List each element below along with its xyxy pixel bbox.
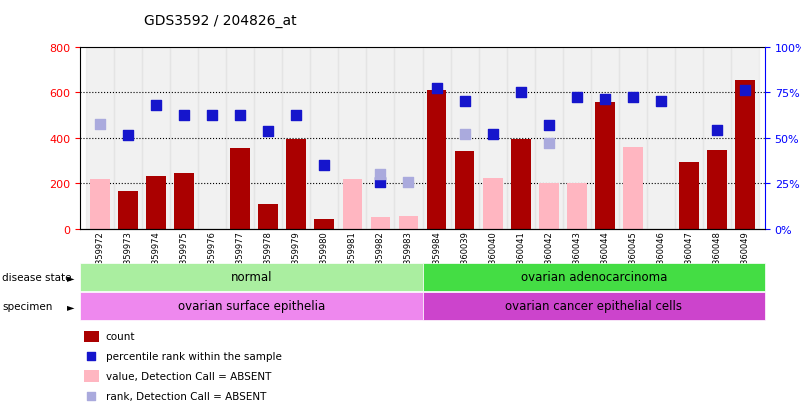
Bar xyxy=(535,47,563,229)
Point xyxy=(710,127,723,134)
Point xyxy=(598,97,611,103)
Bar xyxy=(735,81,755,229)
Point xyxy=(514,90,527,96)
Point xyxy=(570,94,583,101)
Text: rank, Detection Call = ABSENT: rank, Detection Call = ABSENT xyxy=(106,391,266,401)
Bar xyxy=(146,177,166,229)
Point xyxy=(542,141,555,147)
Text: ovarian surface epithelia: ovarian surface epithelia xyxy=(178,299,325,313)
Point xyxy=(234,112,247,119)
Bar xyxy=(282,47,310,229)
Bar xyxy=(483,178,502,229)
Bar xyxy=(343,179,362,229)
Bar xyxy=(539,184,558,229)
Point xyxy=(85,393,98,399)
Bar xyxy=(591,47,619,229)
Point xyxy=(402,179,415,186)
Bar xyxy=(114,47,142,229)
Bar xyxy=(226,47,254,229)
Bar xyxy=(142,47,170,229)
Bar xyxy=(511,140,530,229)
Bar xyxy=(371,218,390,229)
Bar xyxy=(423,292,765,320)
Bar xyxy=(259,204,278,229)
Bar xyxy=(451,47,479,229)
Point xyxy=(290,112,303,119)
Bar xyxy=(366,47,394,229)
Bar xyxy=(399,217,418,229)
Text: value, Detection Call = ABSENT: value, Detection Call = ABSENT xyxy=(106,371,271,381)
Bar xyxy=(563,47,591,229)
Bar xyxy=(118,192,138,229)
Bar xyxy=(423,263,765,291)
Point xyxy=(374,179,387,186)
Text: ►: ► xyxy=(66,272,74,282)
Text: percentile rank within the sample: percentile rank within the sample xyxy=(106,351,282,361)
Bar xyxy=(174,173,194,229)
Point xyxy=(654,99,667,105)
Bar xyxy=(455,152,474,229)
Bar xyxy=(679,162,699,229)
Text: count: count xyxy=(106,332,135,342)
Text: disease state: disease state xyxy=(2,272,72,282)
Bar xyxy=(567,184,586,229)
Point xyxy=(178,112,191,119)
Bar xyxy=(595,103,615,229)
Bar xyxy=(90,179,110,229)
Bar xyxy=(198,47,226,229)
Text: ►: ► xyxy=(66,301,74,311)
Point xyxy=(458,99,471,105)
Text: ovarian adenocarcinoma: ovarian adenocarcinoma xyxy=(521,271,667,284)
Bar xyxy=(310,47,338,229)
Point xyxy=(486,132,499,138)
Text: normal: normal xyxy=(231,271,272,284)
Bar xyxy=(394,47,423,229)
Bar xyxy=(707,151,727,229)
Bar xyxy=(338,47,366,229)
Bar xyxy=(170,47,198,229)
Point xyxy=(262,128,275,135)
Bar xyxy=(315,219,334,229)
Point xyxy=(318,162,331,169)
Bar xyxy=(86,47,114,229)
Bar xyxy=(287,140,306,229)
Bar xyxy=(80,292,423,320)
Point xyxy=(430,85,443,92)
Bar xyxy=(675,47,703,229)
Bar xyxy=(731,47,759,229)
Point xyxy=(85,353,98,360)
Point xyxy=(739,88,751,95)
Bar xyxy=(423,47,451,229)
Bar xyxy=(230,149,250,229)
Bar xyxy=(507,47,535,229)
Point xyxy=(374,171,387,178)
Point xyxy=(626,94,639,101)
Bar xyxy=(703,47,731,229)
Text: GDS3592 / 204826_at: GDS3592 / 204826_at xyxy=(144,14,297,28)
Bar xyxy=(80,263,423,291)
Bar xyxy=(623,147,643,229)
Point xyxy=(206,112,219,119)
Point xyxy=(94,121,107,128)
Text: ovarian cancer epithelial cells: ovarian cancer epithelial cells xyxy=(505,299,682,313)
Text: specimen: specimen xyxy=(2,301,53,311)
Point xyxy=(150,102,163,109)
Bar xyxy=(479,47,507,229)
Bar xyxy=(619,47,647,229)
Bar xyxy=(647,47,675,229)
Bar xyxy=(427,91,446,229)
Point xyxy=(542,123,555,129)
Point xyxy=(122,133,135,139)
Point xyxy=(458,132,471,138)
Bar xyxy=(254,47,282,229)
